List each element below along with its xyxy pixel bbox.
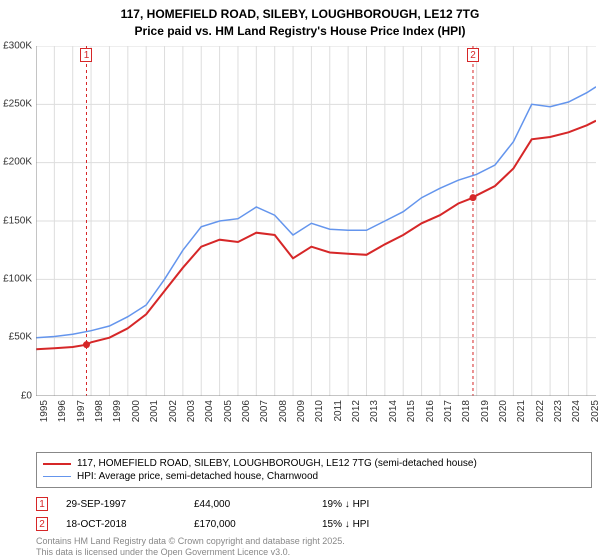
legend-panel: 117, HOMEFIELD ROAD, SILEBY, LOUGHBOROUG… — [36, 452, 592, 488]
x-tick-label: 2009 — [296, 400, 307, 422]
y-tick-label: £100K — [3, 273, 32, 284]
x-tick-label: 2003 — [186, 400, 197, 422]
chart-container: 117, HOMEFIELD ROAD, SILEBY, LOUGHBOROUG… — [0, 0, 600, 560]
x-tick-label: 2006 — [241, 400, 252, 422]
y-axis-labels: £0£50K£100K£150K£200K£250K£300K — [0, 46, 34, 396]
sale-date-1: 29-SEP-1997 — [66, 499, 176, 510]
y-tick-label: £250K — [3, 98, 32, 109]
x-tick-label: 1999 — [112, 400, 123, 422]
x-tick-label: 2004 — [204, 400, 215, 422]
x-tick-label: 2001 — [149, 400, 160, 422]
x-tick-label: 2000 — [131, 400, 142, 422]
title-line-1: 117, HOMEFIELD ROAD, SILEBY, LOUGHBOROUG… — [0, 6, 600, 23]
legend-row: HPI: Average price, semi-detached house,… — [43, 470, 585, 483]
x-tick-label: 2012 — [351, 400, 362, 422]
legend-label-2: HPI: Average price, semi-detached house,… — [77, 471, 318, 482]
sale-date-2: 18-OCT-2018 — [66, 519, 176, 530]
footer-line-2: This data is licensed under the Open Gov… — [36, 547, 345, 558]
x-tick-label: 1996 — [57, 400, 68, 422]
x-tick-label: 2013 — [369, 400, 380, 422]
sale-price-1: £44,000 — [194, 499, 304, 510]
sales-table: 1 29-SEP-1997 £44,000 19% ↓ HPI 2 18-OCT… — [36, 494, 592, 534]
title-block: 117, HOMEFIELD ROAD, SILEBY, LOUGHBOROUG… — [0, 0, 600, 42]
x-tick-label: 2025 — [590, 400, 600, 422]
chart-marker-1: 1 — [80, 48, 92, 62]
sale-marker-1: 1 — [36, 497, 48, 511]
sale-price-2: £170,000 — [194, 519, 304, 530]
x-tick-label: 1998 — [94, 400, 105, 422]
x-tick-label: 2010 — [314, 400, 325, 422]
y-tick-label: £0 — [21, 390, 32, 401]
x-tick-label: 2021 — [516, 400, 527, 422]
x-tick-label: 2023 — [553, 400, 564, 422]
x-tick-label: 2011 — [333, 400, 344, 422]
legend-swatch-2 — [43, 476, 71, 477]
x-tick-label: 2015 — [406, 400, 417, 422]
x-tick-label: 1997 — [76, 400, 87, 422]
x-tick-label: 2018 — [461, 400, 472, 422]
x-tick-label: 2024 — [571, 400, 582, 422]
x-axis-labels: 1995 1996 1997 1998 1999 2000 2001 2002 2003 2004… — [36, 398, 596, 438]
chart-marker-2: 2 — [467, 48, 479, 62]
x-tick-label: 2014 — [388, 400, 399, 422]
legend-row: 117, HOMEFIELD ROAD, SILEBY, LOUGHBOROUG… — [43, 457, 585, 470]
x-tick-label: 2007 — [259, 400, 270, 422]
title-line-2: Price paid vs. HM Land Registry's House … — [0, 23, 600, 40]
legend-label-1: 117, HOMEFIELD ROAD, SILEBY, LOUGHBOROUG… — [77, 458, 477, 469]
x-tick-label: 2022 — [535, 400, 546, 422]
chart-area: £0£50K£100K£150K£200K£250K£300K 19951996… — [36, 46, 596, 396]
x-tick-label: 2020 — [498, 400, 509, 422]
y-tick-label: £150K — [3, 215, 32, 226]
sale-delta-2: 15% ↓ HPI — [322, 519, 432, 530]
x-tick-label: 2017 — [443, 400, 454, 422]
x-tick-label: 2008 — [278, 400, 289, 422]
y-tick-label: £50K — [9, 332, 32, 343]
x-tick-label: 2016 — [425, 400, 436, 422]
y-tick-label: £300K — [3, 40, 32, 51]
sales-row: 2 18-OCT-2018 £170,000 15% ↓ HPI — [36, 514, 592, 534]
chart-svg — [36, 46, 596, 396]
sale-delta-1: 19% ↓ HPI — [322, 499, 432, 510]
sales-row: 1 29-SEP-1997 £44,000 19% ↓ HPI — [36, 494, 592, 514]
sale-marker-2: 2 — [36, 517, 48, 531]
footer-note: Contains HM Land Registry data © Crown c… — [36, 536, 345, 558]
x-tick-label: 2005 — [223, 400, 234, 422]
x-tick-label: 1995 — [39, 400, 50, 422]
y-tick-label: £200K — [3, 157, 32, 168]
footer-line-1: Contains HM Land Registry data © Crown c… — [36, 536, 345, 547]
series-price_paid — [36, 120, 596, 349]
legend-swatch-1 — [43, 463, 71, 465]
x-tick-label: 2019 — [480, 400, 491, 422]
x-tick-label: 2002 — [168, 400, 179, 422]
series-hpi — [36, 86, 596, 337]
